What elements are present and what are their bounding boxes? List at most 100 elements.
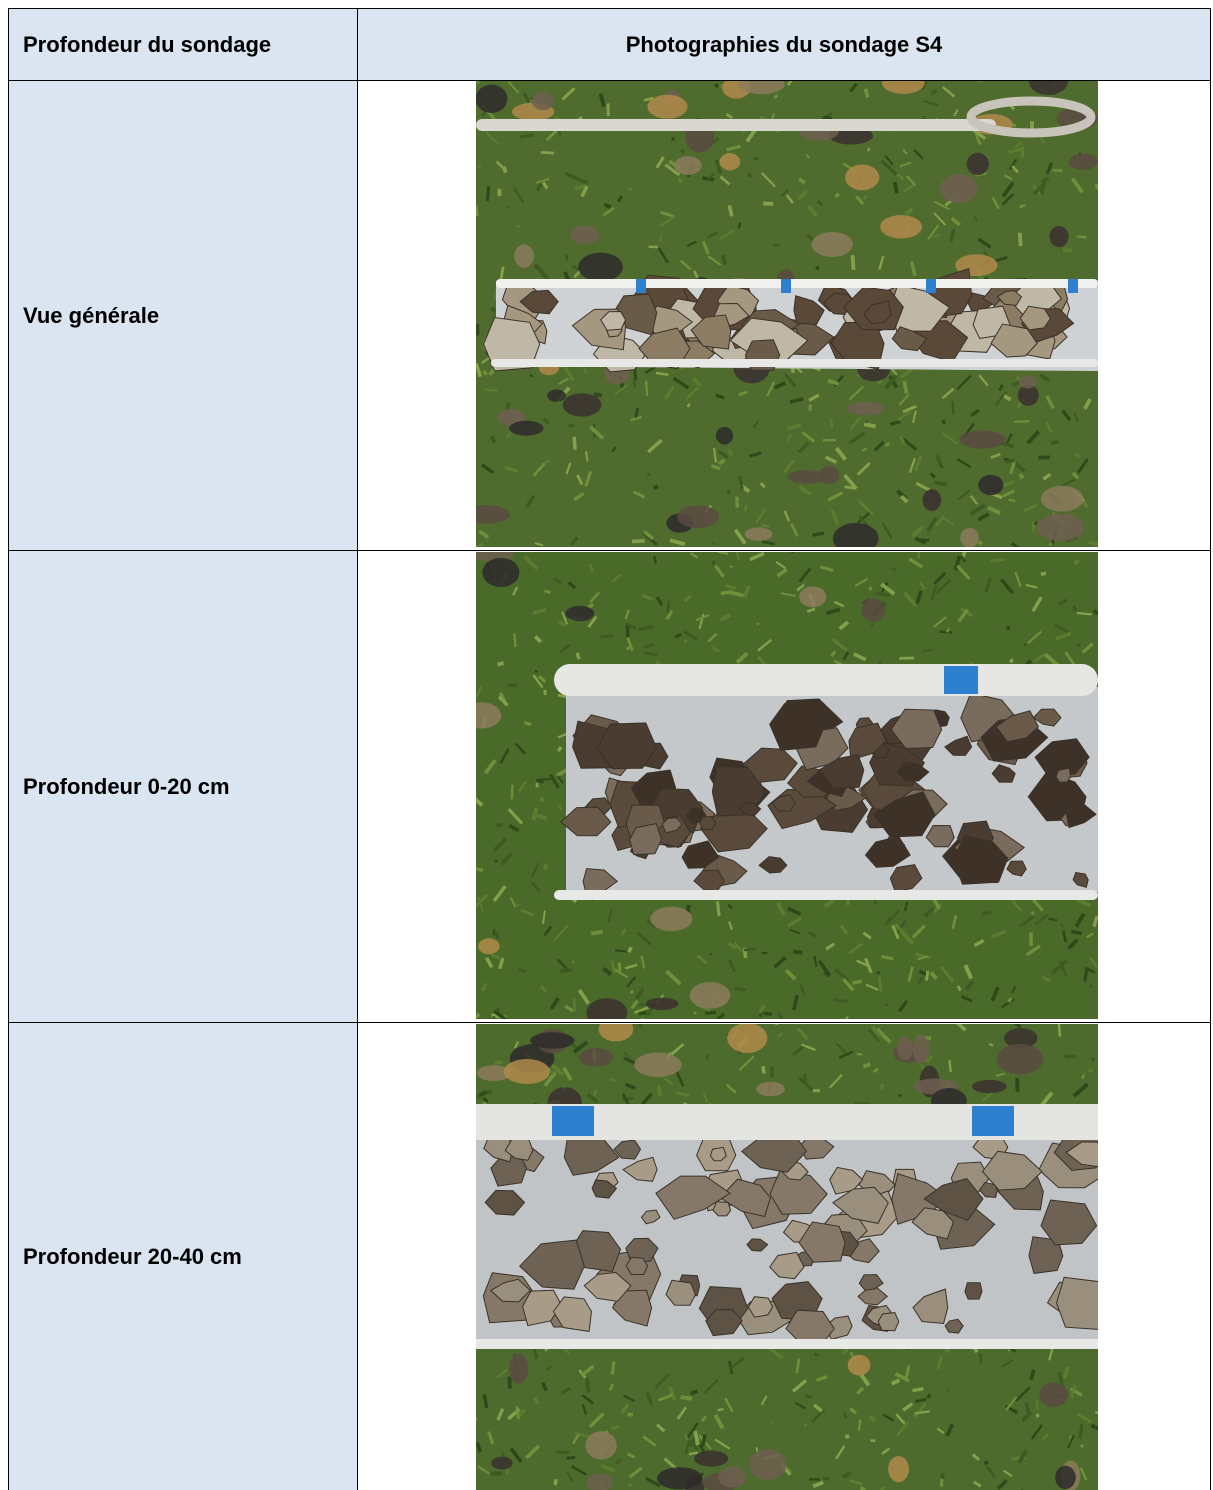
grass-blade xyxy=(626,622,637,630)
grass-blade xyxy=(715,393,725,400)
grass-blade xyxy=(610,960,616,974)
grass-blade xyxy=(498,957,505,970)
grass-blade xyxy=(1061,930,1068,943)
grass-blade xyxy=(484,388,498,392)
grass-blade xyxy=(969,495,979,505)
grass-blade xyxy=(971,128,987,140)
soil-clod xyxy=(709,1146,727,1162)
leaf xyxy=(828,126,874,145)
grass-blade xyxy=(939,1478,944,1487)
grass-blade xyxy=(849,416,862,430)
grass-blade xyxy=(628,1466,643,1479)
grass-blade xyxy=(494,859,498,863)
grass-blade xyxy=(542,910,546,924)
grass-blade xyxy=(627,186,634,192)
grass-blade xyxy=(581,1403,588,1415)
grass-blade xyxy=(761,172,776,188)
grass-blade xyxy=(1064,1054,1076,1059)
grass-blade xyxy=(784,968,797,981)
probe-rod xyxy=(476,119,996,131)
grass-blade xyxy=(700,1434,707,1447)
grass-blade xyxy=(630,999,639,1010)
grass-blade xyxy=(1070,1384,1077,1398)
grass-blade xyxy=(738,390,748,397)
grass-blade xyxy=(476,1442,483,1453)
soil-clod xyxy=(858,1274,884,1291)
grass-blade xyxy=(720,590,732,596)
grass-blade xyxy=(542,417,550,425)
grass-blade xyxy=(647,438,663,454)
grass-blade xyxy=(823,970,831,978)
grass-blade xyxy=(823,115,833,121)
grass-blade xyxy=(1060,478,1076,488)
grass-blade xyxy=(1042,472,1052,481)
grass-blade xyxy=(932,233,941,239)
grass-blade xyxy=(1076,1412,1092,1424)
grass-blade xyxy=(738,1055,755,1072)
grass-blade xyxy=(890,1378,901,1386)
grass-blade xyxy=(867,147,871,152)
grass-blade xyxy=(625,635,634,652)
grass-blade xyxy=(679,259,692,271)
grass-blade xyxy=(555,1450,570,1455)
grass-blade xyxy=(717,1407,724,1412)
grass-blade xyxy=(614,949,627,953)
grass-blade xyxy=(580,185,589,198)
probe-handle xyxy=(966,96,1096,138)
soil-clod xyxy=(944,735,973,756)
grass-blade xyxy=(951,401,955,415)
grass-blade xyxy=(556,745,563,753)
leaf xyxy=(832,522,879,547)
grass-blade xyxy=(930,89,938,96)
soil-clod xyxy=(995,710,1040,743)
grass-blade xyxy=(768,1347,784,1360)
grass-blade xyxy=(490,953,501,960)
grass-blade xyxy=(929,971,938,980)
grass-blade xyxy=(573,492,585,502)
grass-blade xyxy=(655,156,665,169)
grass-blade xyxy=(539,796,545,803)
grass-blade xyxy=(894,923,909,939)
grass-blade xyxy=(502,166,508,174)
grass-blade xyxy=(1003,174,1013,181)
grass-blade xyxy=(900,368,913,379)
grass-blade xyxy=(565,1470,574,1482)
grass-blade xyxy=(570,1465,587,1476)
grass-blade xyxy=(913,1403,927,1418)
grass-blade xyxy=(1073,412,1079,423)
grass-blade xyxy=(707,632,718,643)
grass-blade xyxy=(822,1476,830,1481)
soil-clod xyxy=(925,824,955,848)
grass-blade xyxy=(524,1444,541,1460)
grass-blade xyxy=(1076,611,1092,616)
row-label-cell: Vue générale xyxy=(9,81,357,550)
grass-blade xyxy=(725,584,737,590)
leaf xyxy=(1017,384,1039,406)
grass-blade xyxy=(533,1396,540,1405)
grass-blade xyxy=(567,581,577,590)
grass-blade xyxy=(911,410,917,424)
grass-blade xyxy=(719,613,732,622)
grass-blade xyxy=(1024,1401,1030,1413)
grass-blade xyxy=(535,177,550,184)
grass-blade xyxy=(666,600,671,614)
leaf xyxy=(922,489,942,511)
grass-blade xyxy=(1055,631,1072,641)
depth-mark xyxy=(944,666,978,694)
leaf xyxy=(586,998,628,1019)
grass-blade xyxy=(674,633,682,639)
grass-blade xyxy=(725,1083,737,1094)
grass-blade xyxy=(995,1072,1006,1077)
grass-blade xyxy=(797,441,810,454)
soil-clod xyxy=(638,327,691,370)
soil-clod xyxy=(583,1271,632,1302)
grass-blade xyxy=(638,1011,648,1016)
grass-blade xyxy=(574,1431,590,1438)
grass-blade xyxy=(1011,899,1023,913)
grass-blade xyxy=(770,1067,774,1078)
leaf xyxy=(578,252,623,282)
grass-blade xyxy=(625,645,632,651)
grass-blade xyxy=(881,522,893,539)
grass-blade xyxy=(973,938,985,947)
grass-blade xyxy=(659,215,676,227)
